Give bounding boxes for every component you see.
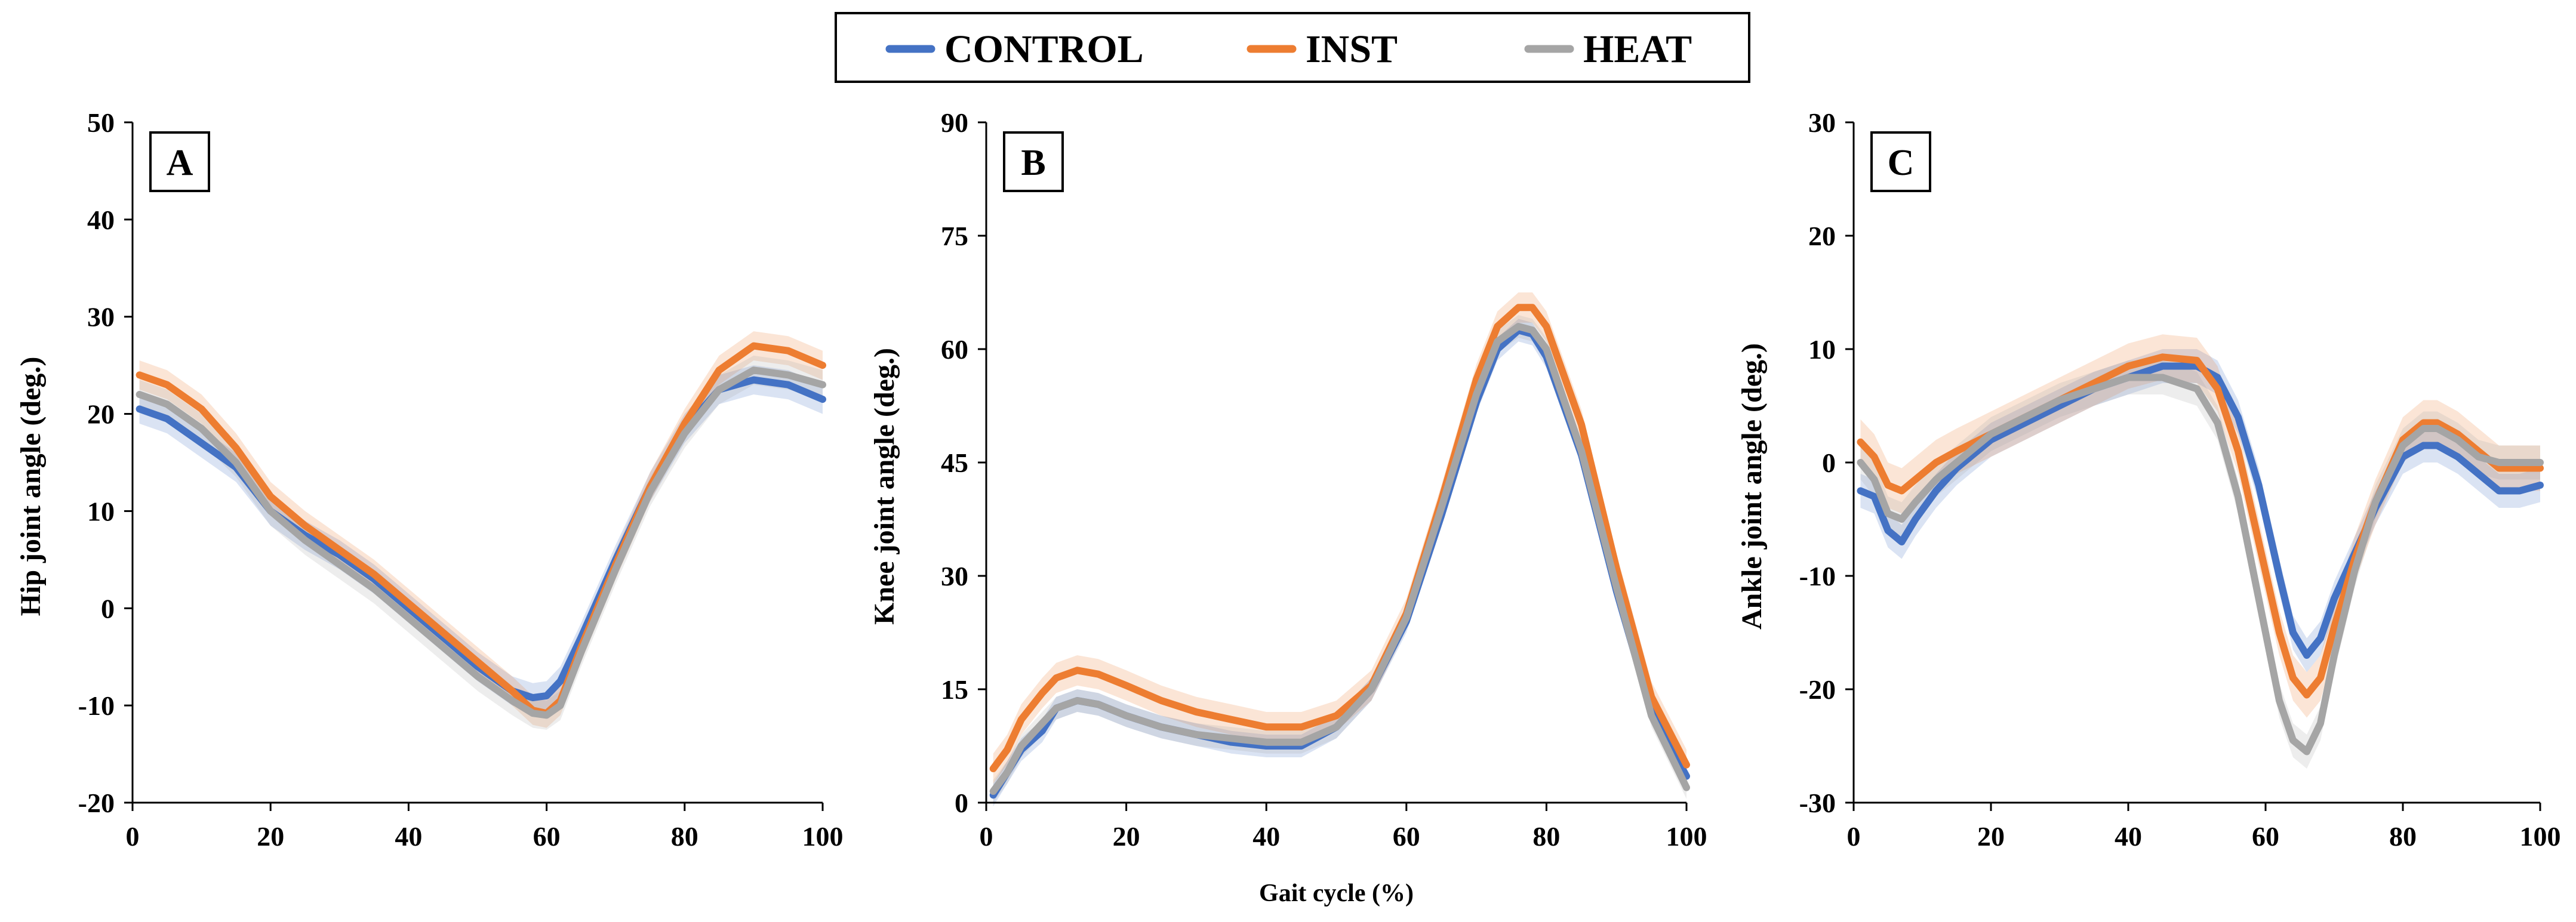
panel-a-y-tick-label: -10 xyxy=(78,690,115,721)
panel-b-band-heat xyxy=(993,315,1686,803)
panel-b-label-box xyxy=(1003,131,1064,192)
panel-b-x-tick-label: 40 xyxy=(1252,821,1280,852)
panel-c-label-box xyxy=(1870,131,1931,192)
panel-b-x-tick-label: 0 xyxy=(980,821,993,852)
panel-b-y-tick-label: 30 xyxy=(941,561,968,591)
panel-c-y-tick-label: -20 xyxy=(1799,674,1836,705)
panel-b-sd-bands xyxy=(993,292,1686,807)
panel-a-line-inst xyxy=(136,342,826,717)
panel-b-x-tick-label: 20 xyxy=(1113,821,1140,852)
panel-b-x-tick-label: 80 xyxy=(1532,821,1560,852)
panel-c-y-tick-label: -10 xyxy=(1799,561,1836,591)
panel-b-y-axis-label: Knee joint angle (deg.) xyxy=(869,348,900,625)
panel-c-y-tick-label: 0 xyxy=(1822,448,1836,478)
panel-c-x-tick-label: 40 xyxy=(2115,821,2142,852)
panel-b-x-tick-label: 100 xyxy=(1666,821,1707,852)
panel-a-y-tick-label: 40 xyxy=(87,205,115,235)
panel-b-line-heat xyxy=(989,323,1690,795)
panel-b-y-tick-label: 75 xyxy=(941,221,968,251)
panel-a-y-tick-label: 0 xyxy=(101,593,115,624)
panel-c-y-tick-label: 30 xyxy=(1808,107,1836,138)
panel-b-x-axis-label: Gait cycle (%) xyxy=(1259,880,1414,907)
panel-a-y-axis-label: Hip joint angle (deg.) xyxy=(15,357,47,616)
panel-a-label: A xyxy=(167,143,193,183)
panel-c-line-control xyxy=(1857,362,2544,659)
panel-c-x-tick-label: 60 xyxy=(2252,821,2279,852)
panel-b-y-tick-label: 90 xyxy=(941,107,968,138)
panel-b-knee-chart: 0 15 30 45 60 75 90 0 20 40 60 80 100 Knee joint angl… xyxy=(869,107,1707,907)
panel-b-y-tick-label: 15 xyxy=(941,674,968,705)
panel-a-x-tick-label: 80 xyxy=(671,821,698,852)
legend: CONTROL INST HEAT xyxy=(835,12,1750,83)
panel-b-line-inst xyxy=(989,304,1690,772)
panel-c-sd-bands xyxy=(1860,334,2540,769)
legend-label-inst: INST xyxy=(1306,27,1398,71)
panel-b-y-tick-label: 0 xyxy=(955,788,968,818)
panel-b-y-tick-label: 60 xyxy=(941,334,968,365)
panel-c-y-tick-label: 20 xyxy=(1808,221,1836,251)
panel-a-band-heat xyxy=(139,355,823,730)
panel-c-y-tick-label: 10 xyxy=(1808,334,1836,365)
panel-b-y-tick-label: 45 xyxy=(941,448,968,478)
legend-label-control: CONTROL xyxy=(944,27,1144,71)
panel-c-x-tick-label: 0 xyxy=(1847,821,1861,852)
panel-a-line-control xyxy=(136,376,826,702)
panel-c-line-inst xyxy=(1857,353,2544,699)
panel-a-y-tick-label: 20 xyxy=(87,399,115,430)
panel-a-x-tick-label: 20 xyxy=(257,821,284,852)
panel-a-lines xyxy=(136,342,826,719)
panel-c-x-tick-label: 20 xyxy=(1977,821,2005,852)
panel-a-hip-chart: -20 -10 0 10 20 30 40 50 0 20 40 60 80 100 Hip joint a… xyxy=(15,107,844,852)
legend-label-heat: HEAT xyxy=(1583,27,1692,71)
panel-c-ankle-chart: -30 -20 -10 0 10 20 30 0 20 40 60 80 100 Ankle joint … xyxy=(1736,107,2561,852)
panel-b-x-tick-label: 60 xyxy=(1393,821,1420,852)
panel-c-x-tick-label: 100 xyxy=(2520,821,2561,852)
panel-c-y-tick-label: -30 xyxy=(1799,788,1836,818)
panel-a-line-heat xyxy=(136,366,826,719)
panel-a-x-tick-label: 60 xyxy=(533,821,561,852)
panel-a-y-tick-label: 30 xyxy=(87,302,115,332)
panel-a-label-box xyxy=(149,131,210,192)
panel-a-x-tick-label: 40 xyxy=(395,821,422,852)
panel-b-lines xyxy=(989,304,1690,799)
panel-c-lines xyxy=(1857,353,2544,756)
panel-c-line-heat xyxy=(1857,374,2544,756)
panel-a-y-tick-label: 10 xyxy=(87,496,115,526)
panel-a-x-tick-label: 0 xyxy=(126,821,140,852)
panel-c-band-inst xyxy=(1860,334,2540,718)
panel-c-x-tick-label: 80 xyxy=(2389,821,2417,852)
panel-c-y-axis-label: Ankle joint angle (deg.) xyxy=(1736,343,1768,630)
panel-b-label: B xyxy=(1021,143,1045,183)
panel-a-x-tick-label: 100 xyxy=(802,821,844,852)
panel-c-band-control xyxy=(1860,349,2540,673)
panel-c-label: C xyxy=(1888,143,1915,183)
panel-a-y-tick-label: -20 xyxy=(78,788,115,818)
panel-a-y-tick-label: 50 xyxy=(87,107,115,138)
